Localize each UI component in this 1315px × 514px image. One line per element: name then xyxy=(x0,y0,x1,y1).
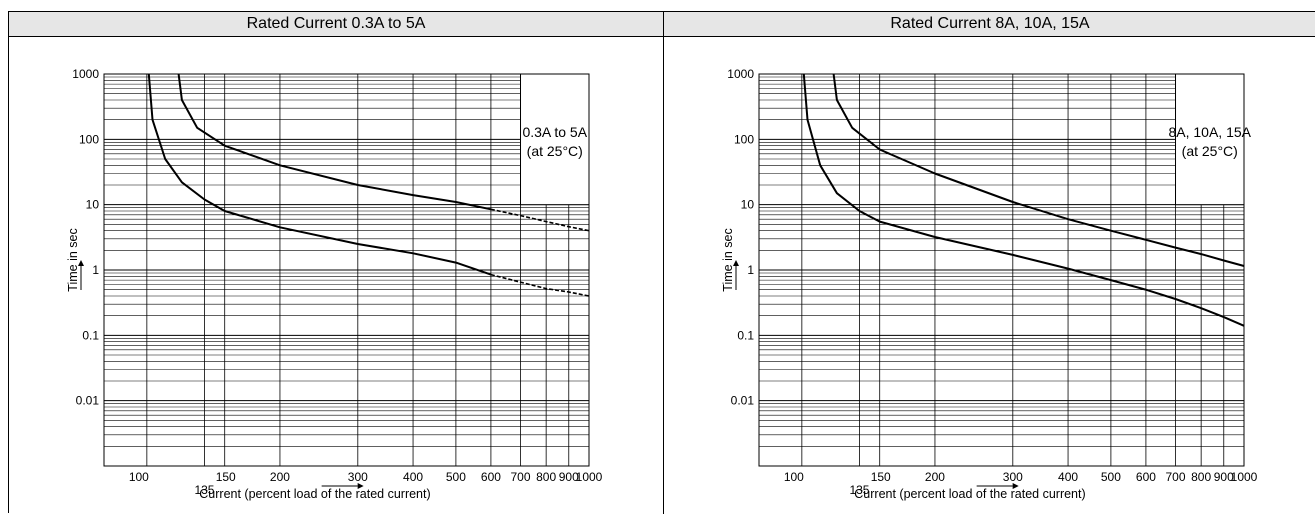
x-tick-label: 150 xyxy=(216,470,236,484)
y-tick-label: 0.1 xyxy=(82,328,99,342)
x-tick-label: 400 xyxy=(1058,470,1078,484)
panel-title: Rated Current 0.3A to 5A xyxy=(9,12,663,37)
chart-right: 8A, 10A, 15A (at 25°C) 1000 100 10 1 0.1 0.01 10… xyxy=(721,67,1258,501)
x-axis-label: Current (percent load of the rated curre… xyxy=(199,487,430,501)
annotation-text: (at 25°C) xyxy=(1182,143,1238,159)
x-tick-label: 700 xyxy=(510,470,530,484)
y-tick-label: 1 xyxy=(92,263,99,277)
y-tick-label: 1 xyxy=(747,263,754,277)
series-line xyxy=(802,73,1245,327)
figure-frame: Rated Current 0.3A to 5A 0.3A to 5A (at 2… xyxy=(8,11,1315,514)
x-tick-label: 1000 xyxy=(576,470,603,484)
annotation-text: (at 25°C) xyxy=(527,143,583,159)
plot-area xyxy=(758,73,1245,467)
y-tick-label: 1000 xyxy=(72,67,99,81)
x-tick-label: 1000 xyxy=(1231,470,1258,484)
series-line xyxy=(490,208,590,232)
annotation-text: 8A, 10A, 15A xyxy=(1168,124,1251,140)
annotation-text: 0.3A to 5A xyxy=(522,124,587,140)
y-tick-label: 0.01 xyxy=(76,394,100,408)
series-line xyxy=(832,73,1245,267)
chart-panel-right: Rated Current 8A, 10A, 15A 8A, 10A, 15A (… xyxy=(664,12,1315,514)
x-tick-label: 900 xyxy=(559,470,579,484)
x-tick-label: 600 xyxy=(1136,470,1156,484)
x-tick-label: 300 xyxy=(348,470,368,484)
x-tick-label: 700 xyxy=(1165,470,1185,484)
y-tick-label: 0.01 xyxy=(731,394,755,408)
x-axis-arrow-head xyxy=(1012,483,1019,489)
x-tick-label: 400 xyxy=(403,470,423,484)
x-tick-label: 150 xyxy=(871,470,891,484)
x-tick-label: 135 xyxy=(849,483,869,497)
x-axis-label: Current (percent load of the rated curre… xyxy=(854,487,1085,501)
y-axis-label: Time in sec xyxy=(66,228,80,291)
chart-panel-left: Rated Current 0.3A to 5A 0.3A to 5A (at 2… xyxy=(9,12,664,514)
y-axis-arrow-head xyxy=(733,260,739,266)
annotation-box xyxy=(520,73,590,206)
x-tick-label: 200 xyxy=(270,470,290,484)
series-line xyxy=(177,73,492,211)
x-tick-label: 500 xyxy=(1101,470,1121,484)
x-tick-label: 800 xyxy=(1191,470,1211,484)
y-tick-label: 1000 xyxy=(727,67,754,81)
x-tick-label: 135 xyxy=(194,483,214,497)
grid xyxy=(104,74,590,467)
x-tick-label: 600 xyxy=(481,470,501,484)
plot-area xyxy=(103,73,590,467)
panel-title: Rated Current 8A, 10A, 15A xyxy=(664,12,1315,37)
x-tick-label: 300 xyxy=(1003,470,1023,484)
x-tick-label: 500 xyxy=(446,470,466,484)
x-tick-label: 100 xyxy=(784,470,804,484)
annotation-box xyxy=(1175,73,1245,206)
chart-left: 0.3A to 5A (at 25°C) 1000 100 10 1 0.1 0.01 100 1… xyxy=(66,67,603,501)
y-axis-arrow-head xyxy=(78,260,84,266)
x-tick-label: 100 xyxy=(129,470,149,484)
x-tick-label: 200 xyxy=(925,470,945,484)
series-line xyxy=(147,73,492,276)
x-tick-label: 800 xyxy=(536,470,556,484)
y-tick-label: 100 xyxy=(79,132,99,146)
y-tick-label: 100 xyxy=(734,132,754,146)
x-tick-label: 900 xyxy=(1214,470,1234,484)
y-axis-label: Time in sec xyxy=(721,228,735,291)
y-tick-label: 10 xyxy=(86,198,100,212)
y-tick-label: 0.1 xyxy=(737,328,754,342)
series-line xyxy=(490,273,590,297)
x-axis-arrow-head xyxy=(357,483,364,489)
y-tick-label: 10 xyxy=(741,198,755,212)
